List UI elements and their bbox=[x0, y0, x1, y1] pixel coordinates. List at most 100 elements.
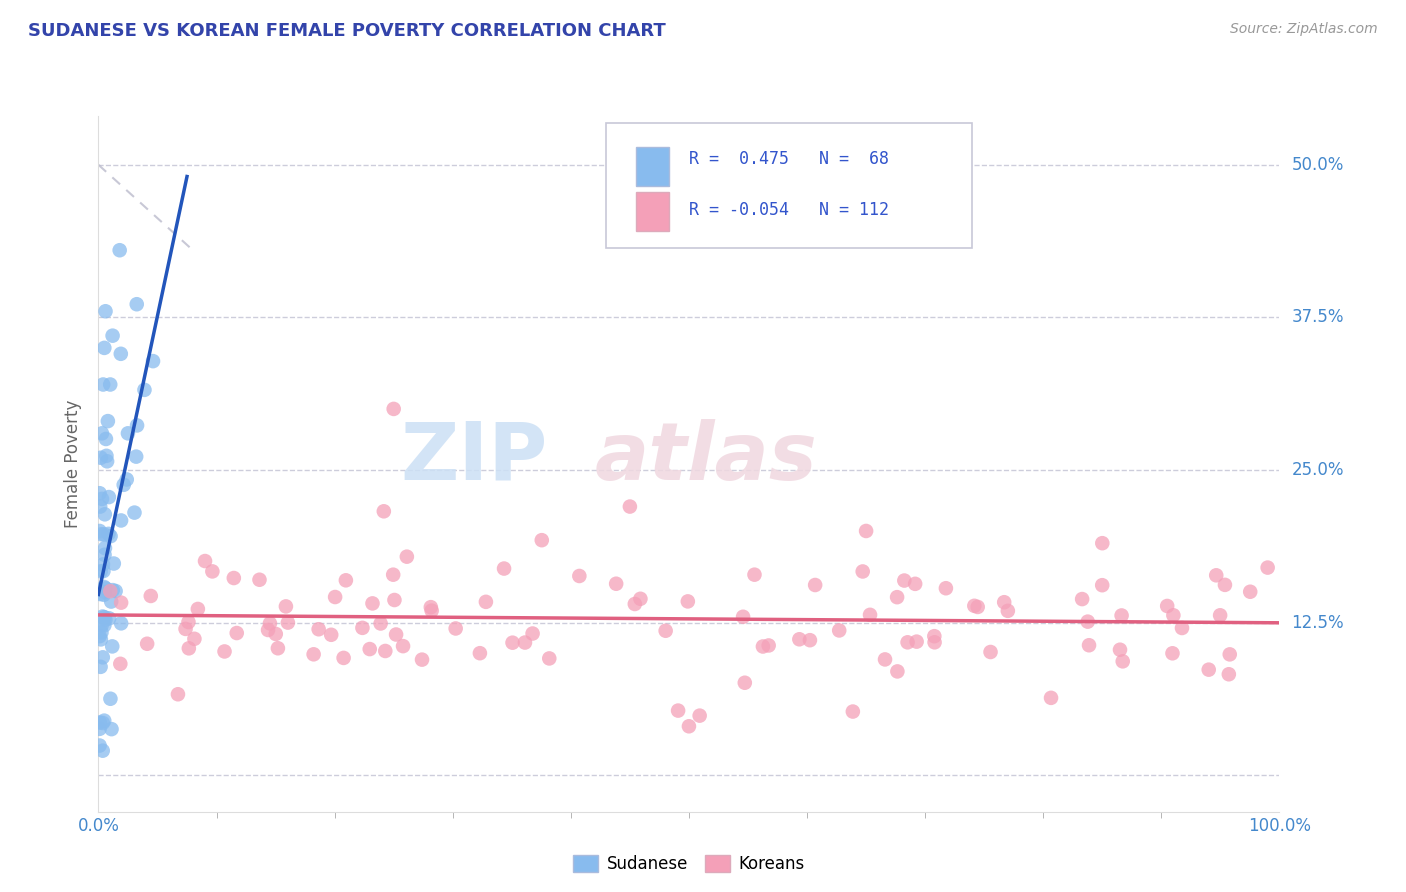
Point bbox=[979, 645, 1001, 659]
Point bbox=[91, 558, 114, 572]
Point bbox=[654, 624, 676, 638]
Point bbox=[1205, 568, 1227, 582]
Point bbox=[91, 716, 114, 731]
FancyBboxPatch shape bbox=[606, 123, 973, 248]
Point bbox=[110, 657, 132, 671]
Point bbox=[90, 632, 112, 647]
Point bbox=[676, 594, 699, 608]
Point bbox=[468, 646, 491, 660]
Point bbox=[1111, 608, 1133, 623]
Point bbox=[568, 569, 591, 583]
Point bbox=[605, 576, 627, 591]
Point bbox=[100, 529, 122, 543]
Point bbox=[1161, 646, 1184, 660]
Point bbox=[93, 588, 115, 602]
Point bbox=[1156, 599, 1178, 613]
Point bbox=[859, 607, 882, 622]
Point bbox=[1112, 654, 1135, 668]
Point bbox=[91, 426, 114, 441]
Point bbox=[530, 533, 553, 548]
Point bbox=[110, 513, 132, 527]
Point bbox=[90, 660, 112, 674]
Point bbox=[733, 609, 755, 624]
Point bbox=[101, 328, 124, 343]
Point bbox=[1219, 648, 1241, 662]
Point bbox=[125, 450, 148, 464]
Point bbox=[997, 604, 1019, 618]
Point bbox=[897, 635, 920, 649]
Point bbox=[264, 627, 287, 641]
Point bbox=[142, 354, 165, 368]
Point bbox=[89, 722, 111, 736]
Point bbox=[475, 595, 498, 609]
Point bbox=[852, 565, 875, 579]
Point bbox=[125, 418, 148, 433]
Point bbox=[91, 491, 114, 506]
Point bbox=[124, 506, 146, 520]
Point bbox=[110, 616, 132, 631]
Point bbox=[100, 594, 122, 608]
Point bbox=[91, 744, 114, 758]
Point bbox=[1209, 608, 1232, 623]
Point bbox=[689, 708, 711, 723]
Point bbox=[110, 347, 132, 361]
Point bbox=[194, 554, 217, 568]
Point bbox=[873, 652, 896, 666]
Point bbox=[90, 618, 112, 632]
Point bbox=[96, 449, 118, 463]
Point bbox=[361, 596, 384, 610]
FancyBboxPatch shape bbox=[636, 147, 669, 186]
FancyBboxPatch shape bbox=[636, 193, 669, 231]
Point bbox=[93, 580, 115, 594]
Point bbox=[97, 490, 120, 504]
Point bbox=[167, 687, 190, 701]
Point bbox=[924, 629, 946, 643]
Point bbox=[225, 626, 247, 640]
Point bbox=[112, 478, 135, 492]
Point bbox=[93, 714, 115, 728]
Point bbox=[444, 622, 467, 636]
Point bbox=[395, 549, 418, 564]
Point bbox=[382, 401, 405, 416]
Point bbox=[89, 739, 111, 753]
Point bbox=[1091, 578, 1114, 592]
Point bbox=[97, 414, 120, 428]
Point bbox=[419, 600, 441, 615]
Point bbox=[963, 599, 986, 613]
Point bbox=[370, 616, 392, 631]
Point bbox=[125, 297, 148, 311]
Point bbox=[89, 587, 111, 601]
Point bbox=[382, 567, 405, 582]
Point bbox=[302, 648, 325, 662]
Point bbox=[174, 622, 197, 636]
Text: SUDANESE VS KOREAN FEMALE POVERTY CORRELATION CHART: SUDANESE VS KOREAN FEMALE POVERTY CORREL… bbox=[28, 22, 666, 40]
Point bbox=[384, 593, 406, 607]
Point bbox=[104, 584, 127, 599]
Point bbox=[93, 548, 115, 562]
Text: 50.0%: 50.0% bbox=[1291, 156, 1344, 174]
Point bbox=[855, 524, 877, 538]
Point bbox=[101, 640, 124, 654]
Point bbox=[392, 639, 415, 653]
Point bbox=[804, 578, 827, 592]
Point bbox=[993, 595, 1015, 609]
Point bbox=[90, 527, 112, 541]
Point bbox=[494, 561, 516, 575]
Point bbox=[89, 500, 111, 514]
Text: ZIP: ZIP bbox=[399, 418, 547, 497]
Point bbox=[89, 629, 111, 643]
Point bbox=[886, 590, 908, 604]
Point bbox=[352, 621, 374, 635]
Point bbox=[308, 622, 330, 636]
Point bbox=[1171, 621, 1194, 635]
Point bbox=[93, 610, 115, 624]
Point bbox=[100, 691, 122, 706]
Text: atlas: atlas bbox=[595, 418, 817, 497]
Point bbox=[1218, 667, 1240, 681]
Point bbox=[94, 613, 117, 627]
Point bbox=[905, 634, 928, 648]
Point bbox=[277, 615, 299, 630]
Point bbox=[93, 618, 115, 632]
Point bbox=[177, 641, 200, 656]
Point bbox=[139, 589, 162, 603]
